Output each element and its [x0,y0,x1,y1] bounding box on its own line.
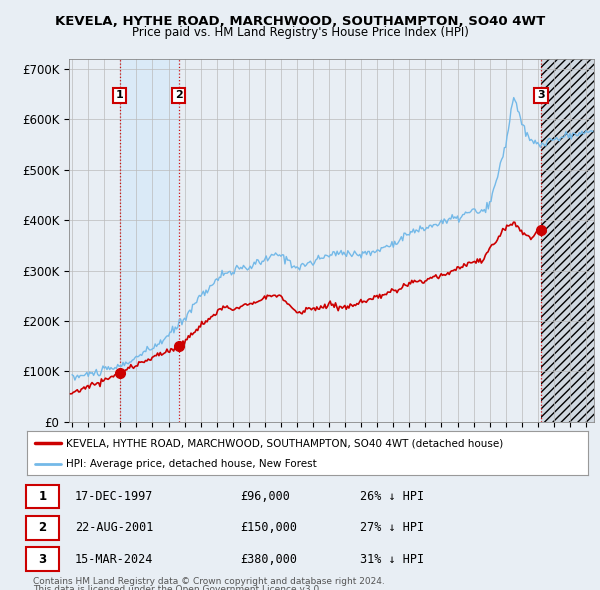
Text: 2: 2 [38,521,47,535]
Text: Contains HM Land Registry data © Crown copyright and database right 2024.: Contains HM Land Registry data © Crown c… [33,577,385,586]
Text: £380,000: £380,000 [240,552,297,566]
Text: 2: 2 [175,90,182,100]
Bar [541,59,594,422]
Text: 1: 1 [116,90,124,100]
Text: 27% ↓ HPI: 27% ↓ HPI [360,521,424,535]
Text: KEVELA, HYTHE ROAD, MARCHWOOD, SOUTHAMPTON, SO40 4WT (detached house): KEVELA, HYTHE ROAD, MARCHWOOD, SOUTHAMPT… [66,438,503,448]
Text: 3: 3 [537,90,545,100]
Text: 1: 1 [38,490,47,503]
Text: 22-AUG-2001: 22-AUG-2001 [75,521,154,535]
Text: £96,000: £96,000 [240,490,290,503]
Bar [541,59,594,422]
Text: £150,000: £150,000 [240,521,297,535]
Text: 3: 3 [38,552,47,566]
Text: Price paid vs. HM Land Registry's House Price Index (HPI): Price paid vs. HM Land Registry's House … [131,26,469,39]
Text: HPI: Average price, detached house, New Forest: HPI: Average price, detached house, New … [66,459,317,469]
Text: 31% ↓ HPI: 31% ↓ HPI [360,552,424,566]
Text: 17-DEC-1997: 17-DEC-1997 [75,490,154,503]
Text: 26% ↓ HPI: 26% ↓ HPI [360,490,424,503]
Text: 15-MAR-2024: 15-MAR-2024 [75,552,154,566]
Bar [120,59,179,422]
Text: KEVELA, HYTHE ROAD, MARCHWOOD, SOUTHAMPTON, SO40 4WT: KEVELA, HYTHE ROAD, MARCHWOOD, SOUTHAMPT… [55,15,545,28]
Text: This data is licensed under the Open Government Licence v3.0.: This data is licensed under the Open Gov… [33,585,322,590]
